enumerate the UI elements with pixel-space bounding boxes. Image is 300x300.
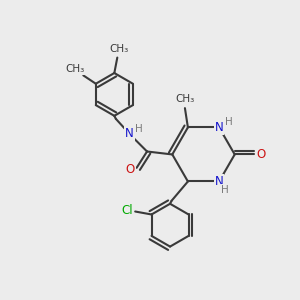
Text: N: N bbox=[125, 127, 134, 140]
Text: O: O bbox=[256, 148, 265, 161]
Text: O: O bbox=[125, 163, 135, 176]
Text: CH₃: CH₃ bbox=[175, 94, 194, 104]
Text: CH₃: CH₃ bbox=[109, 44, 128, 54]
Text: Cl: Cl bbox=[121, 203, 133, 217]
Text: H: H bbox=[135, 124, 143, 134]
Text: N: N bbox=[215, 121, 224, 134]
Text: H: H bbox=[225, 117, 232, 127]
Text: CH₃: CH₃ bbox=[65, 64, 85, 74]
Text: N: N bbox=[215, 175, 224, 188]
Text: H: H bbox=[220, 185, 228, 195]
